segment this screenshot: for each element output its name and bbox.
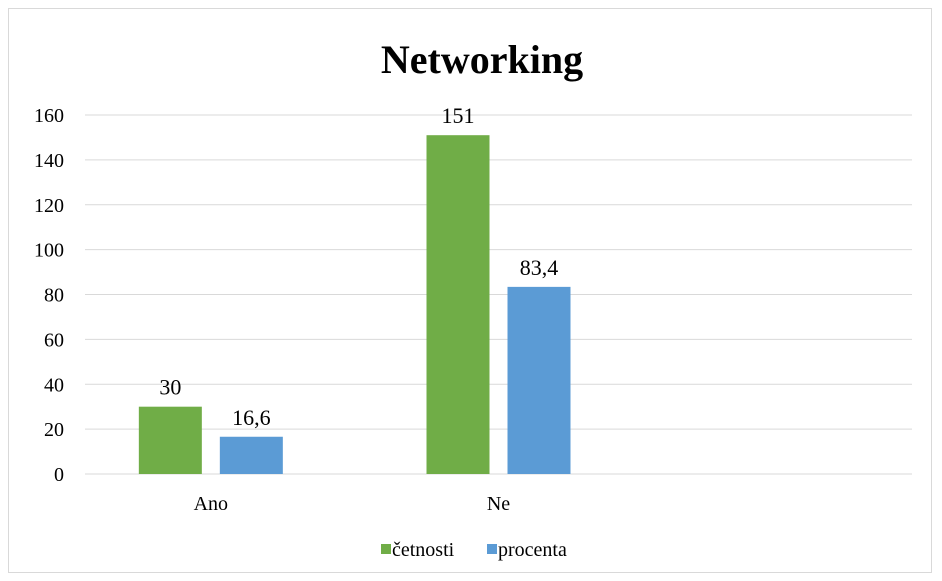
y-tick-label: 60 [44, 329, 64, 351]
bar-četnosti-Ano [138, 406, 202, 474]
bar-procenta-Ano [219, 436, 283, 474]
y-axis: 0 20 40 60 80 100 120 140 160 [34, 105, 64, 486]
legend-label: četnosti [392, 539, 455, 561]
x-tick-label: Ano [194, 493, 228, 515]
y-tick-label: 160 [34, 105, 64, 127]
bar-četnosti-Ne [426, 135, 490, 474]
legend-label: procenta [498, 539, 567, 561]
y-tick-label: 40 [44, 374, 64, 396]
legend-swatch [487, 544, 497, 554]
legend: četnosti procenta [381, 539, 567, 561]
legend-swatch [381, 544, 391, 554]
bar-procenta-Ne [507, 286, 571, 474]
gridlines [85, 114, 912, 475]
y-tick-label: 20 [44, 419, 64, 441]
y-tick-label: 140 [34, 150, 64, 172]
data-label: 151 [442, 103, 475, 128]
data-label: 16,6 [232, 405, 271, 430]
data-label: 83,4 [520, 255, 559, 280]
bars: 30 16,6 151 83,4 [138, 103, 571, 474]
y-tick-label: 80 [44, 285, 64, 307]
x-axis: Ano Ne [194, 493, 511, 515]
chart-title: Networking [381, 37, 583, 82]
y-tick-label: 0 [54, 464, 64, 486]
data-label: 30 [159, 375, 181, 400]
y-tick-label: 100 [34, 240, 64, 262]
y-tick-label: 120 [34, 195, 64, 217]
x-tick-label: Ne [487, 493, 510, 515]
